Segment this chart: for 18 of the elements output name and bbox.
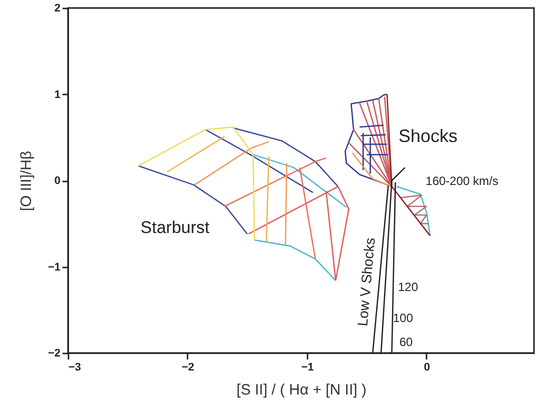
x-tick-label: −2 (182, 362, 194, 374)
y-axis-title: [O III]/Hβ (18, 150, 35, 212)
annotation: 60 (399, 335, 413, 349)
y-tick-label: 2 (54, 2, 60, 14)
x-tick-label: 0 (424, 362, 430, 374)
x-tick-label: −3 (68, 362, 82, 374)
annotation: 120 (398, 280, 418, 294)
x-axis-title: [S II] / ( Hα + [N II] ) (236, 382, 366, 398)
annotation: Low V Shocks (354, 237, 378, 327)
annotation: Shocks (398, 126, 458, 146)
annotation: 160-200 km/s (426, 174, 498, 188)
annotation: 100 (392, 311, 414, 325)
x-tick-label: −1 (301, 362, 314, 374)
y-tick-label: 0 (54, 175, 60, 187)
y-tick-label: −1 (48, 261, 60, 274)
annotation: Starburst (140, 218, 210, 237)
y-tick-label: −2 (48, 348, 60, 360)
y-tick-label: 1 (54, 88, 60, 101)
